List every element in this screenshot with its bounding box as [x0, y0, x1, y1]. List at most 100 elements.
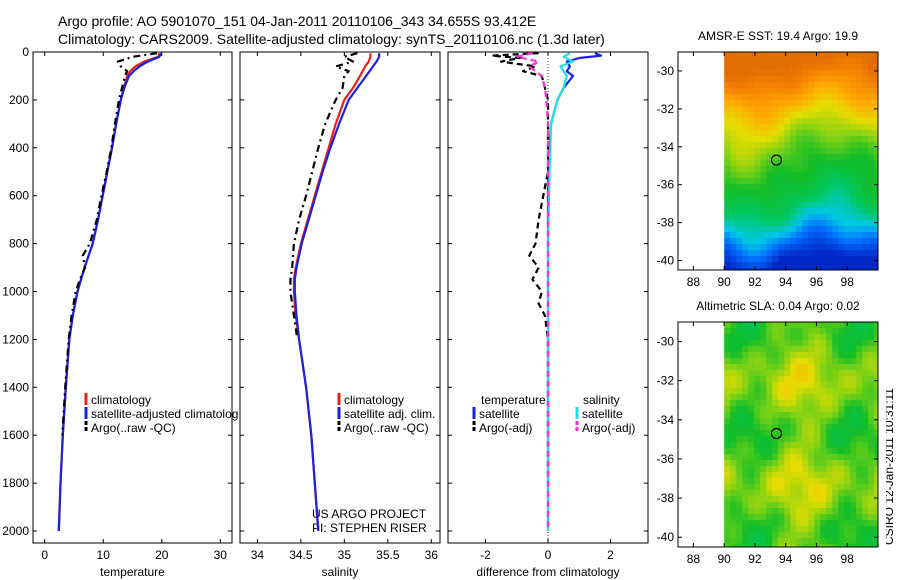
sla_map-cell: [862, 514, 869, 521]
sla_map-cell: [856, 346, 863, 353]
sla_map-cell: [856, 370, 863, 377]
sst_map-cell: [730, 82, 737, 89]
sla_map-cell: [832, 520, 839, 527]
sst_map-cell: [730, 88, 737, 95]
sla_map-cell: [778, 346, 785, 353]
sst_map-cell: [742, 64, 749, 71]
sla_map-cell: [790, 382, 797, 389]
sla_map-cell: [808, 382, 815, 389]
sla_map-cell: [808, 460, 815, 467]
sla_map-cell: [790, 340, 797, 347]
sla_map-cell: [868, 424, 875, 431]
sla_map-cell: [838, 346, 845, 353]
sst_map-cell: [826, 118, 833, 125]
sla_map-cell: [844, 358, 851, 365]
sla_map-cell: [754, 436, 761, 443]
sla_map-cell: [796, 406, 803, 413]
sla_map-cell: [808, 322, 815, 329]
sla_map-cell: [874, 340, 881, 347]
sla_map-cell: [796, 430, 803, 437]
sla_map-cell: [808, 370, 815, 377]
sla_map-cell: [796, 442, 803, 449]
sla_map-cell: [820, 490, 827, 497]
sla_map-cell: [802, 538, 809, 545]
sst_map-cell: [790, 106, 797, 113]
sst_map-cell: [724, 148, 731, 155]
depth-tick-label: 1600: [2, 428, 29, 442]
sst_map-cell: [850, 160, 857, 167]
sla_map-cell: [748, 538, 755, 545]
sla_map-cell: [814, 430, 821, 437]
sla_map-cell: [766, 508, 773, 515]
sla_map-cell: [778, 412, 785, 419]
sst_map-cell: [820, 82, 827, 89]
sst_map-cell: [742, 244, 749, 251]
sst_map-cell: [796, 130, 803, 137]
sst_map-cell: [730, 172, 737, 179]
sst_map-cell: [790, 142, 797, 149]
sst_map-cell: [802, 184, 809, 191]
sst_map-cell: [802, 148, 809, 155]
sst_map-cell: [790, 238, 797, 245]
sla_map-cell: [724, 418, 731, 425]
sst_map-cell: [856, 70, 863, 77]
sla_map-cell: [862, 460, 869, 467]
sst_map-cell: [772, 220, 779, 227]
sst_map-cell: [874, 172, 881, 179]
sla_map-cell: [766, 418, 773, 425]
sla_map-cell: [838, 376, 845, 383]
sla_map-cell: [820, 406, 827, 413]
sla_map-cell: [754, 460, 761, 467]
sla_map-cell: [850, 460, 857, 467]
sla_map-cell: [874, 406, 881, 413]
sla_map-cell: [784, 394, 791, 401]
sst_map-cell: [778, 64, 785, 71]
sla_map-cell: [778, 478, 785, 485]
sla_map-cell: [724, 430, 731, 437]
sst_map-cell: [772, 196, 779, 203]
difference-series-2: [546, 52, 575, 531]
sst_map-cell: [844, 262, 851, 269]
sla_map-cell: [736, 418, 743, 425]
sst_map-cell: [742, 142, 749, 149]
sst_map-cell: [850, 94, 857, 101]
sst_map-cell: [856, 226, 863, 233]
sla_map-cell: [736, 454, 743, 461]
sla_map-cell: [850, 448, 857, 455]
sst_map-cell: [820, 118, 827, 125]
sla_map-cell: [760, 460, 767, 467]
sst_map-cell: [730, 100, 737, 107]
sla_map-cell: [778, 484, 785, 491]
sla_map-cell: [778, 520, 785, 527]
sla_map-cell: [844, 364, 851, 371]
sst_map-cell: [814, 52, 821, 59]
sst_map-cell: [808, 58, 815, 65]
sst_map-cell: [754, 94, 761, 101]
sla_map-cell: [814, 502, 821, 509]
sst_map-cell: [730, 124, 737, 131]
sla_map-cell: [742, 478, 749, 485]
sla_map-cell: [796, 502, 803, 509]
sst_map-cell: [742, 214, 749, 221]
sla_map-cell: [796, 376, 803, 383]
sla_map-cell: [832, 334, 839, 341]
sst_map-cell: [790, 178, 797, 185]
sst_map-cell: [844, 184, 851, 191]
sla_map-cell: [874, 532, 881, 539]
sst_map-cell: [838, 190, 845, 197]
sst_map-cell: [784, 250, 791, 257]
sla_map-cell: [862, 418, 869, 425]
sst_map-cell: [754, 106, 761, 113]
sst_map-cell: [784, 52, 791, 59]
sst_map-cell: [760, 166, 767, 173]
sst_map-cell: [868, 112, 875, 119]
sst_map-cell: [754, 130, 761, 137]
sla_map-cell: [760, 346, 767, 353]
sla_map-cell: [778, 538, 785, 545]
sla_map-cell: [772, 472, 779, 479]
sla_map-cell: [808, 340, 815, 347]
sla_map-cell: [850, 436, 857, 443]
sla_map-cell: [748, 400, 755, 407]
sst_map-cell: [808, 118, 815, 125]
